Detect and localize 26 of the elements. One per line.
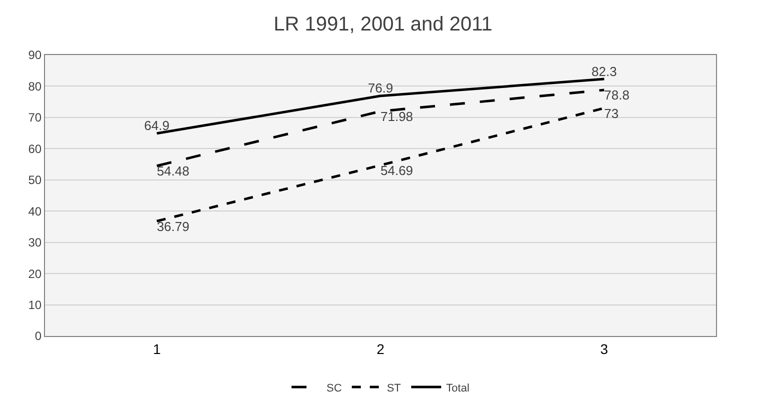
legend-label: Total [446,382,470,394]
y-tick-label: 70 [28,110,42,125]
data-label: 78.8 [604,88,630,103]
y-tick-label: 80 [28,79,42,94]
y-tick-label: 20 [28,266,42,281]
y-tick-label: 10 [28,298,42,312]
y-tick-label: 40 [28,204,42,218]
y-tick-label: 30 [28,236,42,250]
y-tick-label: 60 [28,142,42,156]
data-label: 54.48 [156,164,190,179]
x-tick-label: 3 [600,340,608,357]
data-label: 36.79 [156,218,190,234]
y-tick-label: 90 [28,48,42,62]
legend-label: SC [326,382,342,394]
data-label: 54.69 [380,163,414,178]
x-tick-label: 2 [376,340,385,357]
y-tick-label: 0 [34,329,42,344]
y-tick-label: 50 [28,173,42,188]
data-label: 71.98 [380,109,414,124]
chart-title: LR 1991, 2001 and 2011 [274,14,492,36]
legend-label: ST [386,382,402,394]
data-label: 82.3 [592,64,617,79]
x-tick-label: 1 [152,340,161,357]
data-label: 64.9 [144,118,170,134]
data-label: 73 [604,106,619,121]
data-label: 76.9 [368,80,394,96]
